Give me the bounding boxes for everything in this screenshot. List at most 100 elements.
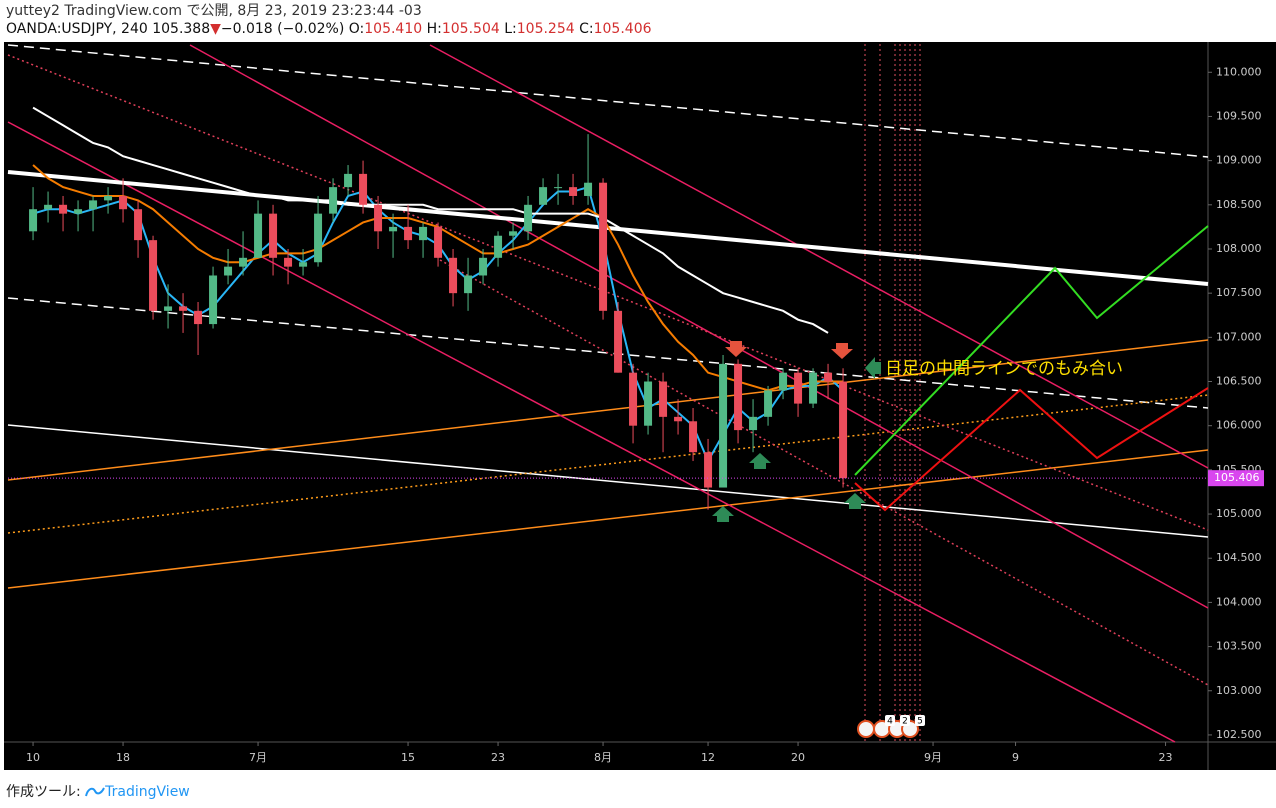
change-arrow: ▼ — [210, 21, 221, 37]
candle-body — [734, 363, 743, 431]
candle-body — [44, 204, 53, 210]
candle-body — [494, 235, 503, 258]
candle-body — [764, 390, 773, 417]
symbol-line: OANDA:USDJPY, 240 105.388▼−0.018 (−0.02%… — [6, 20, 652, 38]
candle-body — [554, 187, 563, 189]
channel-dotted — [7, 54, 1209, 531]
y-tick-label: 102.500 — [1216, 728, 1262, 741]
candle-body — [659, 381, 668, 417]
candle-body — [689, 421, 698, 453]
channel-line — [189, 44, 1209, 609]
vertical-markers — [864, 44, 921, 742]
trendline — [7, 339, 1209, 481]
arrow-down — [725, 341, 747, 357]
candle-body — [179, 306, 188, 311]
badge-bg — [900, 715, 910, 726]
candle-body — [209, 275, 218, 325]
candle-body — [614, 310, 623, 373]
candle-body — [644, 381, 653, 426]
candle-body — [839, 381, 848, 479]
dotted-trendline — [7, 394, 1209, 534]
candle-body — [74, 209, 83, 214]
candle-body — [524, 204, 533, 232]
candle-body — [419, 226, 428, 241]
candle-body — [194, 310, 203, 325]
candle-body — [359, 173, 368, 205]
y-tick-label: 107.000 — [1216, 330, 1262, 343]
x-tick-label: 18 — [116, 751, 130, 764]
candle-body — [809, 372, 818, 404]
y-tick-label: 106.500 — [1216, 375, 1262, 388]
candle-body — [329, 187, 338, 214]
candle-body — [284, 257, 293, 267]
y-tick-label: 107.500 — [1216, 286, 1262, 299]
trendline — [7, 449, 1209, 589]
candle-body — [479, 257, 488, 276]
channel-line — [7, 121, 1176, 743]
x-tick-label: 9月 — [924, 751, 942, 764]
candle-body — [344, 173, 353, 188]
change: −0.018 (−0.02%) — [220, 21, 345, 37]
brand-logo — [85, 787, 106, 797]
candle-body — [824, 372, 833, 382]
projection-up — [854, 225, 1209, 476]
x-tick-label: 20 — [791, 751, 805, 764]
badge-count: 5 — [917, 717, 923, 727]
candle-body — [434, 226, 443, 258]
y-tick-label: 104.000 — [1216, 595, 1262, 608]
candle-body — [779, 372, 788, 391]
channel-dotted — [439, 259, 1209, 686]
badge-bg — [915, 715, 925, 726]
close-label: C: — [579, 21, 594, 37]
header: yuttey2 TradingView.com で公開, 8月 23, 2019… — [6, 2, 652, 38]
plot — [8, 106, 1208, 510]
candle-body — [149, 240, 158, 311]
candle-body — [89, 200, 98, 210]
candle-body — [314, 213, 323, 263]
candle-body — [104, 195, 113, 201]
x-tick-label: 15 — [401, 751, 415, 764]
x-tick-label: 8月 — [594, 751, 612, 764]
candle-body — [389, 226, 398, 232]
dashed-trendline — [7, 44, 1209, 158]
candle-body — [599, 182, 608, 311]
channel-line — [429, 44, 1209, 469]
candle-body — [569, 187, 578, 196]
y-tick-label: 105.000 — [1216, 507, 1262, 520]
open: 105.410 — [364, 21, 423, 37]
candle-body — [449, 257, 458, 294]
signal-arrows — [712, 341, 881, 522]
candle-body — [584, 182, 593, 196]
close: 105.406 — [593, 21, 652, 37]
arrow-up — [844, 493, 866, 509]
header-title: yuttey2 TradingView.com で公開, 8月 23, 2019… — [6, 3, 422, 19]
candle-body — [299, 262, 308, 267]
candle-body — [134, 209, 143, 241]
arrow-down — [831, 343, 853, 359]
x-tick-label: 7月 — [249, 751, 267, 764]
y-tick-label: 106.000 — [1216, 419, 1262, 432]
candle-body — [704, 452, 713, 488]
dashed-trendline — [7, 297, 1209, 409]
candle-body — [794, 372, 803, 404]
candle-body — [254, 213, 263, 258]
x-tick-label: 23 — [491, 751, 505, 764]
high: 105.504 — [441, 21, 500, 37]
candle-body — [749, 416, 758, 431]
x-tick-label: 9 — [1012, 751, 1019, 764]
y-tick-label: 109.000 — [1216, 154, 1262, 167]
arrow-left — [865, 357, 881, 379]
candle-body — [269, 213, 278, 258]
last-price: 105.388 — [152, 21, 211, 37]
arrow-up — [712, 506, 734, 522]
open-label: O: — [348, 21, 365, 37]
candle-body — [164, 306, 173, 311]
projection-down — [854, 387, 1209, 512]
candle-body — [539, 187, 548, 205]
price-label-box — [1208, 470, 1264, 487]
candle-body — [59, 204, 68, 214]
footer: 作成ツール: TradingView — [6, 781, 190, 801]
candle-body — [404, 226, 413, 241]
